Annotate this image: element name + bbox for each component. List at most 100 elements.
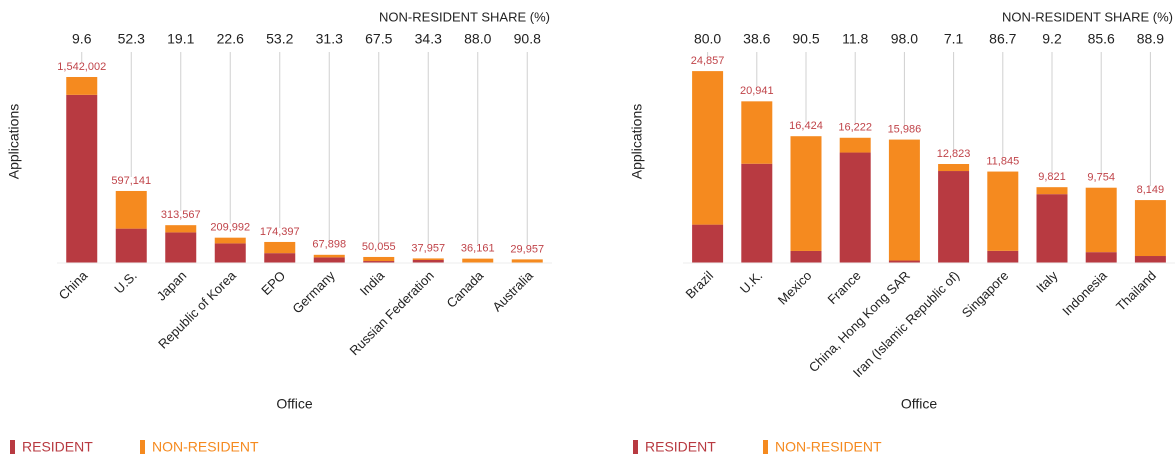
x-axis-label: Office: [276, 396, 313, 412]
bar-segment: [115, 228, 147, 263]
bar-segment: [165, 232, 197, 263]
bar-segment: [511, 259, 543, 263]
total-label: 36,161: [461, 243, 495, 255]
x-tick-label: U.S.: [111, 268, 139, 296]
bar-segment: [741, 163, 773, 263]
total-label: 37,957: [411, 242, 445, 254]
bar-segment: [462, 258, 494, 263]
x-tick-label: Thailand: [1113, 268, 1159, 314]
share-label: 9.6: [72, 31, 92, 47]
bar-segment: [363, 261, 395, 263]
total-label: 24,857: [691, 55, 725, 67]
bar-segment: [1085, 187, 1117, 253]
bar-segment: [1036, 194, 1068, 263]
share-label: 67.5: [365, 31, 392, 47]
legend-label: NON-RESIDENT: [775, 439, 882, 455]
bar-segment: [888, 139, 920, 261]
x-tick-label: Italy: [1033, 268, 1061, 296]
bar-segment: [790, 136, 822, 251]
share-label: 90.5: [792, 31, 819, 47]
total-label: 16,222: [838, 122, 872, 134]
bar-segment: [115, 190, 147, 229]
share-label: 9.2: [1042, 31, 1062, 47]
share-label: 90.8: [514, 31, 541, 47]
total-label: 313,567: [161, 209, 201, 221]
share-label: 34.3: [415, 31, 442, 47]
bar-segment: [938, 164, 970, 172]
share-label: 38.6: [743, 31, 770, 47]
bar-segment: [1134, 256, 1166, 263]
share-label: 11.8: [842, 31, 868, 47]
total-label: 20,941: [740, 85, 774, 97]
x-tick-label: U.K.: [737, 268, 765, 296]
share-label: 86.7: [989, 31, 1016, 47]
legend-swatch: [10, 440, 15, 454]
legend-swatch: [633, 440, 638, 454]
share-label: 52.3: [118, 31, 145, 47]
y-axis-label: Applications: [629, 104, 645, 180]
total-label: 50,055: [362, 241, 396, 253]
share-label: 80.0: [694, 31, 721, 47]
total-label: 9,754: [1087, 172, 1115, 184]
total-label: 29,957: [510, 243, 544, 255]
bar-segment: [363, 256, 395, 262]
bar-segment: [839, 152, 871, 263]
share-label: 19.1: [167, 31, 194, 47]
total-label: 12,823: [937, 148, 971, 160]
legend-swatch: [763, 440, 768, 454]
total-label: 9,821: [1038, 171, 1066, 183]
legend-label: RESIDENT: [22, 439, 93, 455]
bar-segment: [987, 250, 1019, 263]
legend-swatch: [140, 440, 145, 454]
x-tick-label: Singapore: [959, 268, 1012, 321]
bar-segment: [692, 71, 724, 225]
x-tick-label: India: [357, 267, 388, 298]
bar-segment: [692, 224, 724, 263]
total-label: 597,141: [111, 175, 151, 187]
y-axis-label: Applications: [6, 104, 22, 180]
bar-segment: [214, 243, 246, 263]
x-tick-label: Canada: [443, 267, 486, 310]
bar-segment: [313, 257, 345, 263]
share-title: NON-RESIDENT SHARE (%): [379, 9, 550, 24]
share-label: 53.2: [266, 31, 293, 47]
bar-segment: [1085, 252, 1117, 263]
share-label: 88.0: [464, 31, 491, 47]
x-tick-label: France: [825, 268, 864, 307]
bar-segment: [1036, 187, 1068, 195]
bar-segment: [313, 254, 345, 258]
total-label: 209,992: [210, 222, 250, 234]
bar-segment: [66, 94, 98, 263]
x-axis-label: Office: [901, 396, 938, 412]
total-label: 8,149: [1137, 184, 1165, 196]
bar-segment: [66, 76, 98, 95]
bar-segment: [412, 258, 444, 260]
x-tick-label: Japan: [154, 268, 190, 304]
x-tick-label: Germany: [289, 268, 338, 317]
bar-segment: [214, 237, 246, 244]
x-tick-label: Russian Federation: [346, 268, 436, 358]
total-label: 15,986: [888, 123, 922, 135]
total-label: 11,845: [986, 155, 1019, 167]
share-label: 22.6: [217, 31, 244, 47]
total-label: 67,898: [312, 239, 346, 251]
total-label: 16,424: [789, 120, 823, 132]
share-label: 31.3: [316, 31, 343, 47]
x-tick-label: EPO: [258, 268, 288, 298]
bar-segment: [264, 253, 296, 263]
total-label: 174,397: [260, 226, 300, 238]
share-label: 88.9: [1137, 31, 1164, 47]
bar-segment: [987, 171, 1019, 251]
bar-segment: [1134, 200, 1166, 257]
bar-segment: [264, 241, 296, 254]
legend-label: RESIDENT: [645, 439, 716, 455]
x-tick-label: China: [56, 267, 91, 302]
x-tick-label: Brazil: [683, 268, 717, 302]
bar-segment: [741, 101, 773, 164]
share-label: 85.6: [1088, 31, 1115, 47]
bar-segment: [412, 259, 444, 263]
total-label: 1,542,002: [57, 61, 106, 73]
x-tick-label: Australia: [489, 267, 536, 314]
bar-segment: [165, 225, 197, 233]
